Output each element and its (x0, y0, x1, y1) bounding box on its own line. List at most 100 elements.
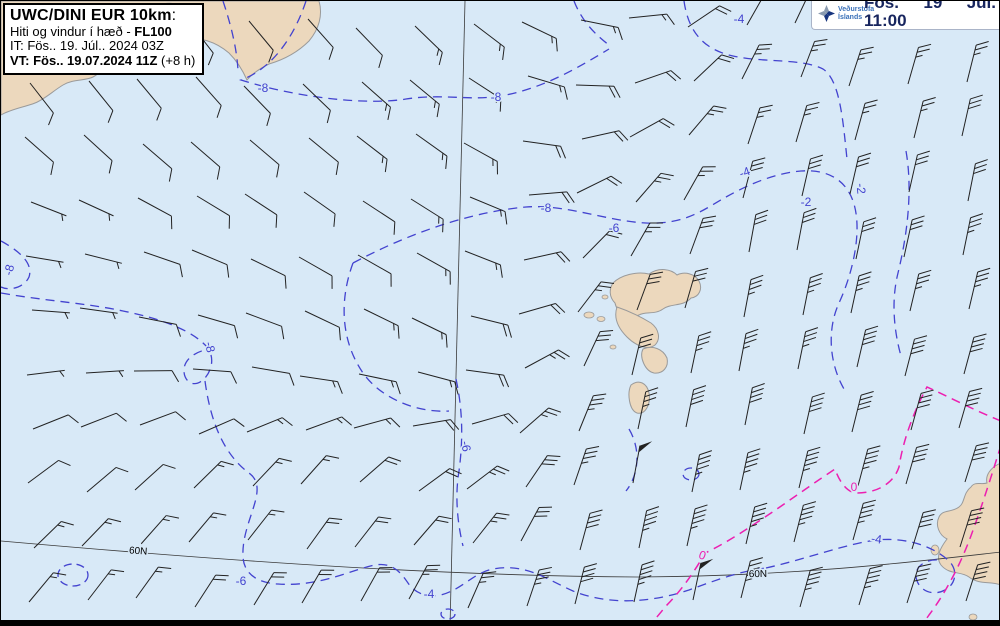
wind-barb (581, 130, 629, 142)
wind-barb (249, 139, 280, 178)
wind-barb (634, 70, 682, 84)
datetime-month: Júl. (966, 1, 996, 12)
islet (968, 613, 978, 621)
wind-barb (413, 515, 452, 546)
wind-barb (247, 509, 285, 541)
isotherm-loop (57, 563, 89, 587)
wind-barb (138, 316, 181, 337)
wind-barb (800, 38, 828, 78)
wind-barb (793, 501, 817, 543)
wind-barb (466, 465, 510, 490)
wind-barb (470, 315, 512, 338)
wind-barb (26, 369, 65, 377)
wind-barb (689, 215, 717, 255)
wind-barb (959, 507, 985, 548)
wind-barb (194, 574, 229, 608)
wind-barb (408, 564, 441, 600)
isotherm-loop (440, 608, 456, 620)
wind-barb (909, 269, 932, 312)
legend-title: UWC/DINI EUR 10km: (10, 7, 177, 24)
wind-barb (142, 143, 173, 182)
wind-barb (573, 446, 600, 486)
wind-barb (463, 142, 498, 175)
wind-barb (305, 416, 352, 431)
wind-barb (908, 150, 930, 193)
wind-barb (81, 518, 122, 547)
wind-barb (133, 370, 180, 383)
wind-barb (748, 209, 769, 253)
wind-barb (136, 78, 162, 121)
wind-barb (243, 85, 271, 126)
wind-barb (192, 368, 238, 384)
logo-text: Veðurstofa Íslands (838, 6, 875, 21)
wind-barb (799, 566, 823, 608)
wind-barb (31, 309, 70, 320)
wind-barb (519, 407, 562, 434)
wind-barb (417, 371, 459, 395)
wind-barb (354, 516, 392, 548)
wind-barb (33, 521, 74, 549)
wind-barb (852, 499, 876, 541)
wind-barb (83, 134, 113, 174)
wind-barb (143, 251, 183, 278)
wind-barb (80, 412, 127, 428)
wind-barb (359, 456, 402, 483)
wind-barb (418, 468, 462, 492)
wind-barb (575, 84, 621, 98)
wind-barb (32, 414, 79, 430)
wind-barb (739, 448, 761, 491)
wind-barb (578, 393, 607, 432)
wind-barb (961, 94, 983, 137)
meridian-line (449, 1, 466, 625)
wind-barb (469, 196, 508, 225)
datetime-time: 11:00 (864, 11, 907, 30)
isotherm-line (893, 150, 910, 357)
wind-barb (848, 46, 874, 87)
wind-barb (963, 333, 987, 375)
wind-barb (803, 392, 825, 435)
wind-barb (415, 133, 448, 170)
wind-barb (905, 443, 930, 485)
wind-barb (794, 1, 806, 24)
wind-barb (633, 560, 655, 603)
wind-barb (363, 308, 400, 339)
wind-barb (304, 310, 341, 341)
wind-barb (79, 307, 118, 320)
land-mass (641, 346, 668, 374)
wind-barb (412, 419, 460, 431)
latitude-label: 60N (129, 545, 148, 557)
islet (930, 544, 940, 556)
legend-valid-time: VT: Fös.. 19.07.2024 11Z (+8 h) (10, 53, 196, 68)
isotherm-line (455, 378, 464, 547)
wind-barb (967, 159, 988, 202)
legend-init-time: IT: Fös.. 19. Júl.. 2024 03Z (10, 38, 164, 54)
wind-barb (691, 450, 712, 493)
isotherm-label: -2 (801, 195, 812, 209)
wind-barb (968, 267, 991, 310)
wind-barb (29, 82, 54, 126)
met-office-logo: Veðurstofa Íslands (818, 5, 874, 22)
wind-barb (741, 43, 773, 80)
wind-barb (464, 250, 503, 278)
wind-barb (472, 512, 510, 544)
wind-barb (524, 349, 570, 369)
wind-barb (743, 274, 764, 318)
latitude-line-60n (1, 540, 999, 578)
wind-barb (580, 19, 623, 41)
wind-barb (78, 199, 114, 221)
wind-barb (856, 325, 879, 368)
wind-barb (850, 271, 872, 314)
wind-barb (244, 193, 278, 228)
isotherm-label: -2 (854, 183, 869, 195)
wind-barb (520, 506, 553, 542)
wind-barb (298, 256, 333, 289)
wind-barb (632, 441, 653, 484)
isotherm-label: -4 (734, 12, 745, 26)
wind-barb (574, 563, 597, 605)
wind-barb (85, 370, 124, 378)
wind-barb (903, 215, 925, 258)
